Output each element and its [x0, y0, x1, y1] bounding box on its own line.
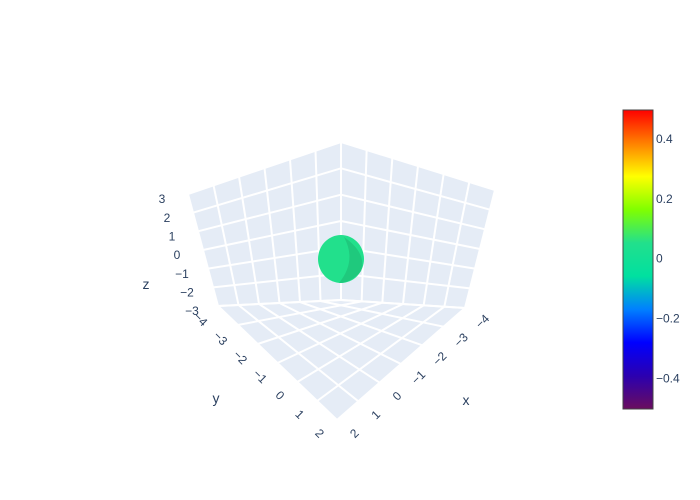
x-tick-label: −4	[473, 311, 493, 331]
colorbar-tick-label: −0.4	[656, 371, 680, 385]
z-tick-label: 0	[174, 248, 181, 262]
colorbar: 0.4 0.2 0 −0.2 −0.4	[622, 109, 680, 410]
z-tick-label: −2	[180, 286, 194, 300]
colorbar-tick-label: 0.4	[656, 132, 673, 146]
z-axis-title: z	[143, 276, 150, 292]
colorbar-ticks: 0.4 0.2 0 −0.2 −0.4	[656, 132, 680, 385]
right-wall-gridline	[464, 189, 496, 309]
colorbar-tick-label: −0.2	[656, 311, 680, 325]
z-tick-label: 3	[159, 192, 166, 206]
floor-gridline	[217, 305, 338, 421]
z-tick-label: 1	[169, 230, 176, 244]
y-axis-title: y	[213, 390, 220, 406]
right-wall-gridline	[340, 167, 491, 211]
x-tick-label: −1	[409, 367, 429, 387]
z-tick-label: −1	[175, 267, 189, 281]
x-tick-label: −3	[451, 330, 471, 350]
x-axis-title: x	[463, 392, 470, 408]
x-tick-label: 1	[368, 407, 383, 422]
colorbar-tick-label: 0	[656, 252, 663, 266]
y-tick-label: −3	[211, 329, 231, 349]
isosurface-blob	[318, 235, 364, 283]
floor-gridline	[336, 307, 466, 421]
left-wall-gridline	[192, 167, 342, 214]
x-tick-label: −2	[430, 349, 450, 369]
z-tick-label: 2	[164, 211, 171, 225]
colorbar-tick-label: 0.2	[656, 192, 673, 206]
x-tick-label: 0	[390, 389, 405, 404]
right-wall-gridline	[340, 141, 496, 191]
left-wall-gridline	[187, 141, 342, 195]
floor-gridline	[316, 305, 445, 402]
z-axis-ticks: −3 −2 −1 0 1 2 3	[159, 192, 200, 318]
y-tick-label: 0	[273, 388, 288, 403]
colorbar-gradient	[622, 109, 654, 410]
scene-floor	[218, 300, 465, 420]
y-tick-label: −2	[230, 348, 250, 368]
z-tick-label: −3	[185, 304, 199, 318]
isosurface-shading	[339, 237, 363, 283]
left-wall-gridline	[187, 193, 219, 307]
scene-gridlines	[187, 141, 496, 421]
y-tick-label: 2	[312, 426, 327, 441]
y-tick-label: 1	[292, 407, 307, 422]
x-tick-label: 2	[347, 426, 362, 441]
y-tick-label: −1	[250, 367, 270, 387]
